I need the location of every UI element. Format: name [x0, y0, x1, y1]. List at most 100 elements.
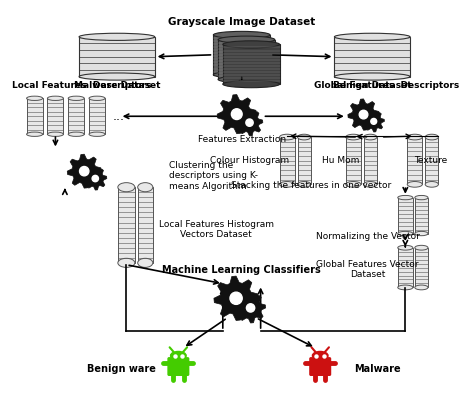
Ellipse shape	[27, 96, 43, 100]
Polygon shape	[348, 99, 379, 130]
Ellipse shape	[407, 181, 422, 187]
Bar	[68, 98, 84, 134]
Text: Global Features Vector
Dataset: Global Features Vector Dataset	[316, 260, 419, 279]
Circle shape	[231, 109, 242, 119]
Ellipse shape	[346, 181, 361, 187]
Ellipse shape	[415, 245, 428, 250]
Ellipse shape	[218, 76, 275, 83]
Ellipse shape	[27, 132, 43, 136]
FancyBboxPatch shape	[310, 358, 330, 375]
Ellipse shape	[364, 181, 377, 187]
Bar	[137, 187, 153, 263]
Ellipse shape	[89, 132, 105, 136]
FancyBboxPatch shape	[168, 358, 189, 375]
Bar	[89, 98, 105, 134]
Ellipse shape	[223, 41, 280, 48]
Text: Features Extraction: Features Extraction	[198, 136, 286, 144]
Bar	[218, 40, 275, 79]
Polygon shape	[217, 94, 256, 134]
Text: Malware: Malware	[354, 364, 400, 374]
Ellipse shape	[398, 285, 413, 290]
Ellipse shape	[415, 285, 428, 290]
Ellipse shape	[213, 31, 270, 39]
Bar	[364, 137, 377, 184]
Ellipse shape	[79, 33, 155, 40]
Circle shape	[371, 119, 377, 124]
Polygon shape	[84, 167, 107, 190]
Ellipse shape	[137, 183, 153, 192]
Circle shape	[80, 166, 89, 176]
Ellipse shape	[137, 258, 153, 267]
Ellipse shape	[89, 96, 105, 100]
Ellipse shape	[334, 73, 410, 80]
Text: Grayscale Image Dataset: Grayscale Image Dataset	[168, 17, 315, 27]
Ellipse shape	[118, 183, 135, 192]
Ellipse shape	[118, 258, 135, 267]
Text: Stacking the features in one vector: Stacking the features in one vector	[231, 181, 391, 190]
Ellipse shape	[398, 231, 413, 236]
Ellipse shape	[407, 134, 422, 140]
Text: Machine Learning Classifiers: Machine Learning Classifiers	[163, 265, 321, 275]
Ellipse shape	[280, 181, 295, 187]
Circle shape	[92, 176, 99, 182]
Ellipse shape	[415, 231, 428, 236]
Polygon shape	[236, 293, 265, 323]
Circle shape	[230, 292, 242, 305]
Bar	[334, 37, 410, 77]
Ellipse shape	[334, 33, 410, 40]
Text: Benign ware: Benign ware	[87, 364, 156, 374]
Ellipse shape	[398, 196, 413, 200]
Ellipse shape	[213, 71, 270, 78]
Ellipse shape	[79, 73, 155, 80]
Text: ...: ...	[112, 110, 124, 123]
Bar	[47, 98, 64, 134]
Ellipse shape	[280, 134, 295, 140]
Circle shape	[359, 110, 368, 119]
Text: Malware Dataset: Malware Dataset	[73, 81, 160, 89]
Ellipse shape	[364, 134, 377, 140]
Polygon shape	[214, 276, 258, 320]
Bar	[79, 37, 155, 77]
Ellipse shape	[398, 245, 413, 250]
Text: Local Features Histogram
Vectors Dataset: Local Features Histogram Vectors Dataset	[159, 220, 273, 240]
Circle shape	[246, 304, 255, 312]
Ellipse shape	[415, 196, 428, 200]
Bar	[425, 137, 438, 184]
Bar	[298, 137, 311, 184]
Text: Local Features  Descriptors: Local Features Descriptors	[12, 81, 152, 89]
Text: Global Features  Descriptors: Global Features Descriptors	[314, 81, 459, 89]
Ellipse shape	[298, 181, 311, 187]
Ellipse shape	[47, 132, 64, 136]
Bar	[398, 248, 413, 287]
Ellipse shape	[425, 181, 438, 187]
Bar	[407, 137, 422, 184]
Bar	[415, 248, 428, 287]
Text: Normalizing the Vector: Normalizing the Vector	[316, 232, 419, 241]
Text: Benign Dataset: Benign Dataset	[333, 81, 411, 89]
Ellipse shape	[68, 132, 84, 136]
Bar	[213, 35, 270, 74]
Ellipse shape	[223, 81, 280, 88]
Ellipse shape	[68, 96, 84, 100]
Polygon shape	[67, 154, 101, 188]
Text: Colour Histogram: Colour Histogram	[210, 156, 289, 165]
Ellipse shape	[171, 352, 186, 360]
Bar	[27, 98, 43, 134]
Bar	[223, 45, 280, 84]
Bar	[398, 198, 413, 233]
Circle shape	[246, 119, 253, 126]
Polygon shape	[236, 109, 263, 136]
Ellipse shape	[298, 134, 311, 140]
Polygon shape	[363, 111, 384, 132]
Text: Texture: Texture	[414, 156, 447, 165]
Ellipse shape	[312, 352, 328, 360]
Ellipse shape	[346, 134, 361, 140]
Bar	[280, 137, 295, 184]
Bar	[118, 187, 135, 263]
Ellipse shape	[218, 36, 275, 43]
Bar	[415, 198, 428, 233]
Bar	[346, 137, 361, 184]
Ellipse shape	[47, 96, 64, 100]
Text: Clustering the
descriptors using K-
means Algorithm: Clustering the descriptors using K- mean…	[169, 161, 258, 191]
Text: Hu Mom: Hu Mom	[322, 156, 360, 165]
